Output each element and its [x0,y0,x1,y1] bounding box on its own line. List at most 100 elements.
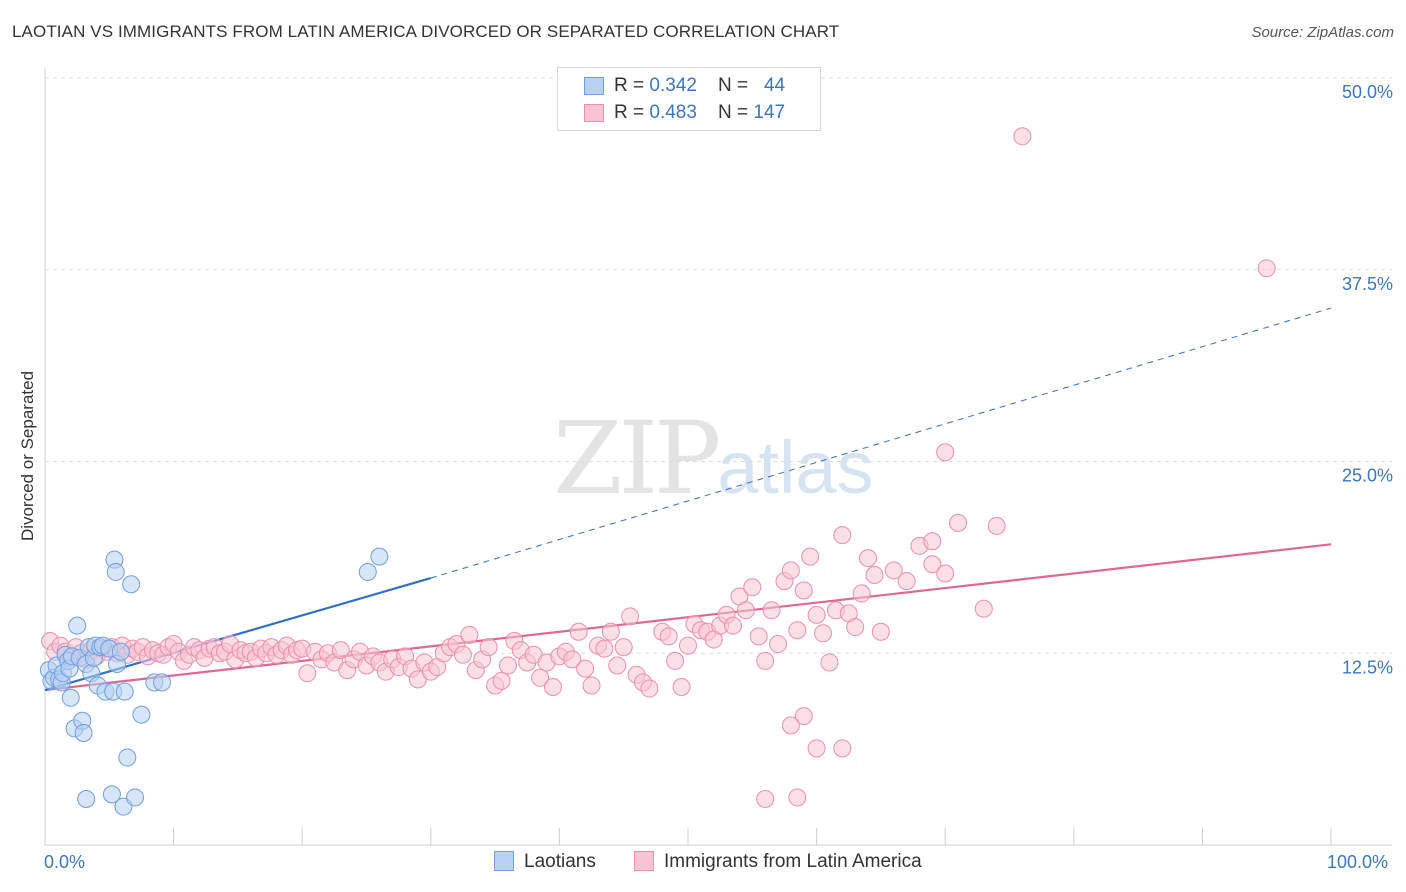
x-tick-max: 100.0% [1327,852,1389,872]
y-tick-labels: 12.5% 25.0% 37.5% 50.0% [1342,82,1393,677]
latin-america-point [936,443,955,462]
latin-america-point [801,547,820,566]
laotians-point [126,788,145,807]
latin-america-point [576,659,595,678]
watermark-zip: ZIP [553,400,721,517]
latin-america-point [672,677,691,696]
latin-america-point [595,639,614,658]
legend-item-laotians[interactable]: Laotians [494,851,596,873]
laotians-point [370,547,389,566]
latin-america-point [814,624,833,643]
stats-legend: R = 0.342 N = 44 R = 0.483 N = 147 [557,67,821,131]
latin-america-point [569,622,588,641]
n-label: N = [718,75,754,96]
latin-america-point [479,638,498,657]
laotians-point [132,705,151,724]
legend-label-laotians: Laotians [524,851,596,872]
chart-source: Source: ZipAtlas.com [1251,24,1394,41]
latin-america-point [582,676,601,695]
y-tick-label: 25.0% [1342,466,1393,486]
latin-america-point [923,532,942,551]
latin-america-point [987,516,1006,535]
latin-america-point [949,513,968,532]
n-value: 147 [753,102,786,123]
latin-america-point [331,641,350,660]
latin-america-point [608,656,627,675]
latin-america-point [859,549,878,568]
latin-swatch [584,104,604,122]
latin-america-point [601,622,620,641]
y-tick-label: 37.5% [1342,274,1393,294]
laotians-point [122,575,141,594]
r-label: R = [614,75,650,96]
latin-america-point [923,555,942,574]
y-tick-label: 50.0% [1342,82,1393,102]
data-points [39,127,1276,816]
r-value: 0.342 [649,75,697,96]
latin-america-point [788,621,807,640]
laotians-point [74,724,93,743]
latin-america-point [756,789,775,808]
latin-america-point [679,636,697,655]
latin-america-point [492,671,511,690]
latin-america-point [781,716,800,735]
latin-america-point [563,650,582,669]
latin-america-point [1257,259,1276,278]
watermark: ZIPatlas [553,400,874,517]
latin-america-point [871,622,890,641]
latin-america-point [833,526,852,545]
latin-america-point [756,651,775,670]
latin-america-point [543,677,562,696]
latin-america-point [852,584,871,603]
latin-america-point [897,572,916,591]
y-tick-label: 12.5% [1342,657,1393,677]
latin-america-point [865,566,884,585]
r-label: R = [614,102,650,123]
latin-america-point [794,707,813,726]
laotians-swatch [584,77,604,95]
n-value: 44 [763,75,786,96]
laotians-point [106,562,125,581]
latin-america-point [453,645,472,664]
laotians-point [111,642,130,661]
latin-america-point [736,601,755,620]
latin-america-point [833,739,852,758]
latin-america-point [614,638,633,657]
laotians-point [115,682,134,701]
legend-item-latin-america[interactable]: Immigrants from Latin America [634,851,922,873]
grid-lines [45,77,1392,654]
latin-america-point [498,656,517,675]
latin-america-point [621,607,640,626]
latin-america-point [781,561,800,580]
laotians-point [358,562,377,581]
laotians-point [61,688,80,707]
chart-title: LAOTIAN VS IMMIGRANTS FROM LATIN AMERICA… [12,22,840,41]
r-value: 0.483 [649,102,697,123]
latin-america-point [936,564,955,583]
laotians-point [118,748,137,767]
latin-america-point [794,581,813,600]
latin-america-point [788,788,807,807]
latin-america-point [724,616,743,635]
stats-row-latin: R = 0.483 N = 147 [558,101,820,127]
latin-america-point [769,635,788,654]
latin-america-point [531,668,550,687]
laotians-trend-extension [430,307,1332,579]
latin-america-trend-line [44,543,1332,692]
latin-america-point [743,578,762,597]
latin-america-point [640,679,659,698]
laotians-point [153,673,172,692]
x-tick-min: 0.0% [44,852,86,872]
latin-america-point [659,627,678,646]
latin-america-point [762,601,781,620]
latin-america-point [298,664,317,683]
laotians-legend-swatch [494,851,514,871]
latin-america-point [846,618,865,637]
legend-label-latin-america: Immigrants from Latin America [664,851,922,872]
latin-america-point [807,605,826,624]
latin-america-point [666,651,685,670]
latin-legend-swatch [634,851,654,871]
trend-lines [44,307,1332,692]
n-label: N = [718,102,754,123]
